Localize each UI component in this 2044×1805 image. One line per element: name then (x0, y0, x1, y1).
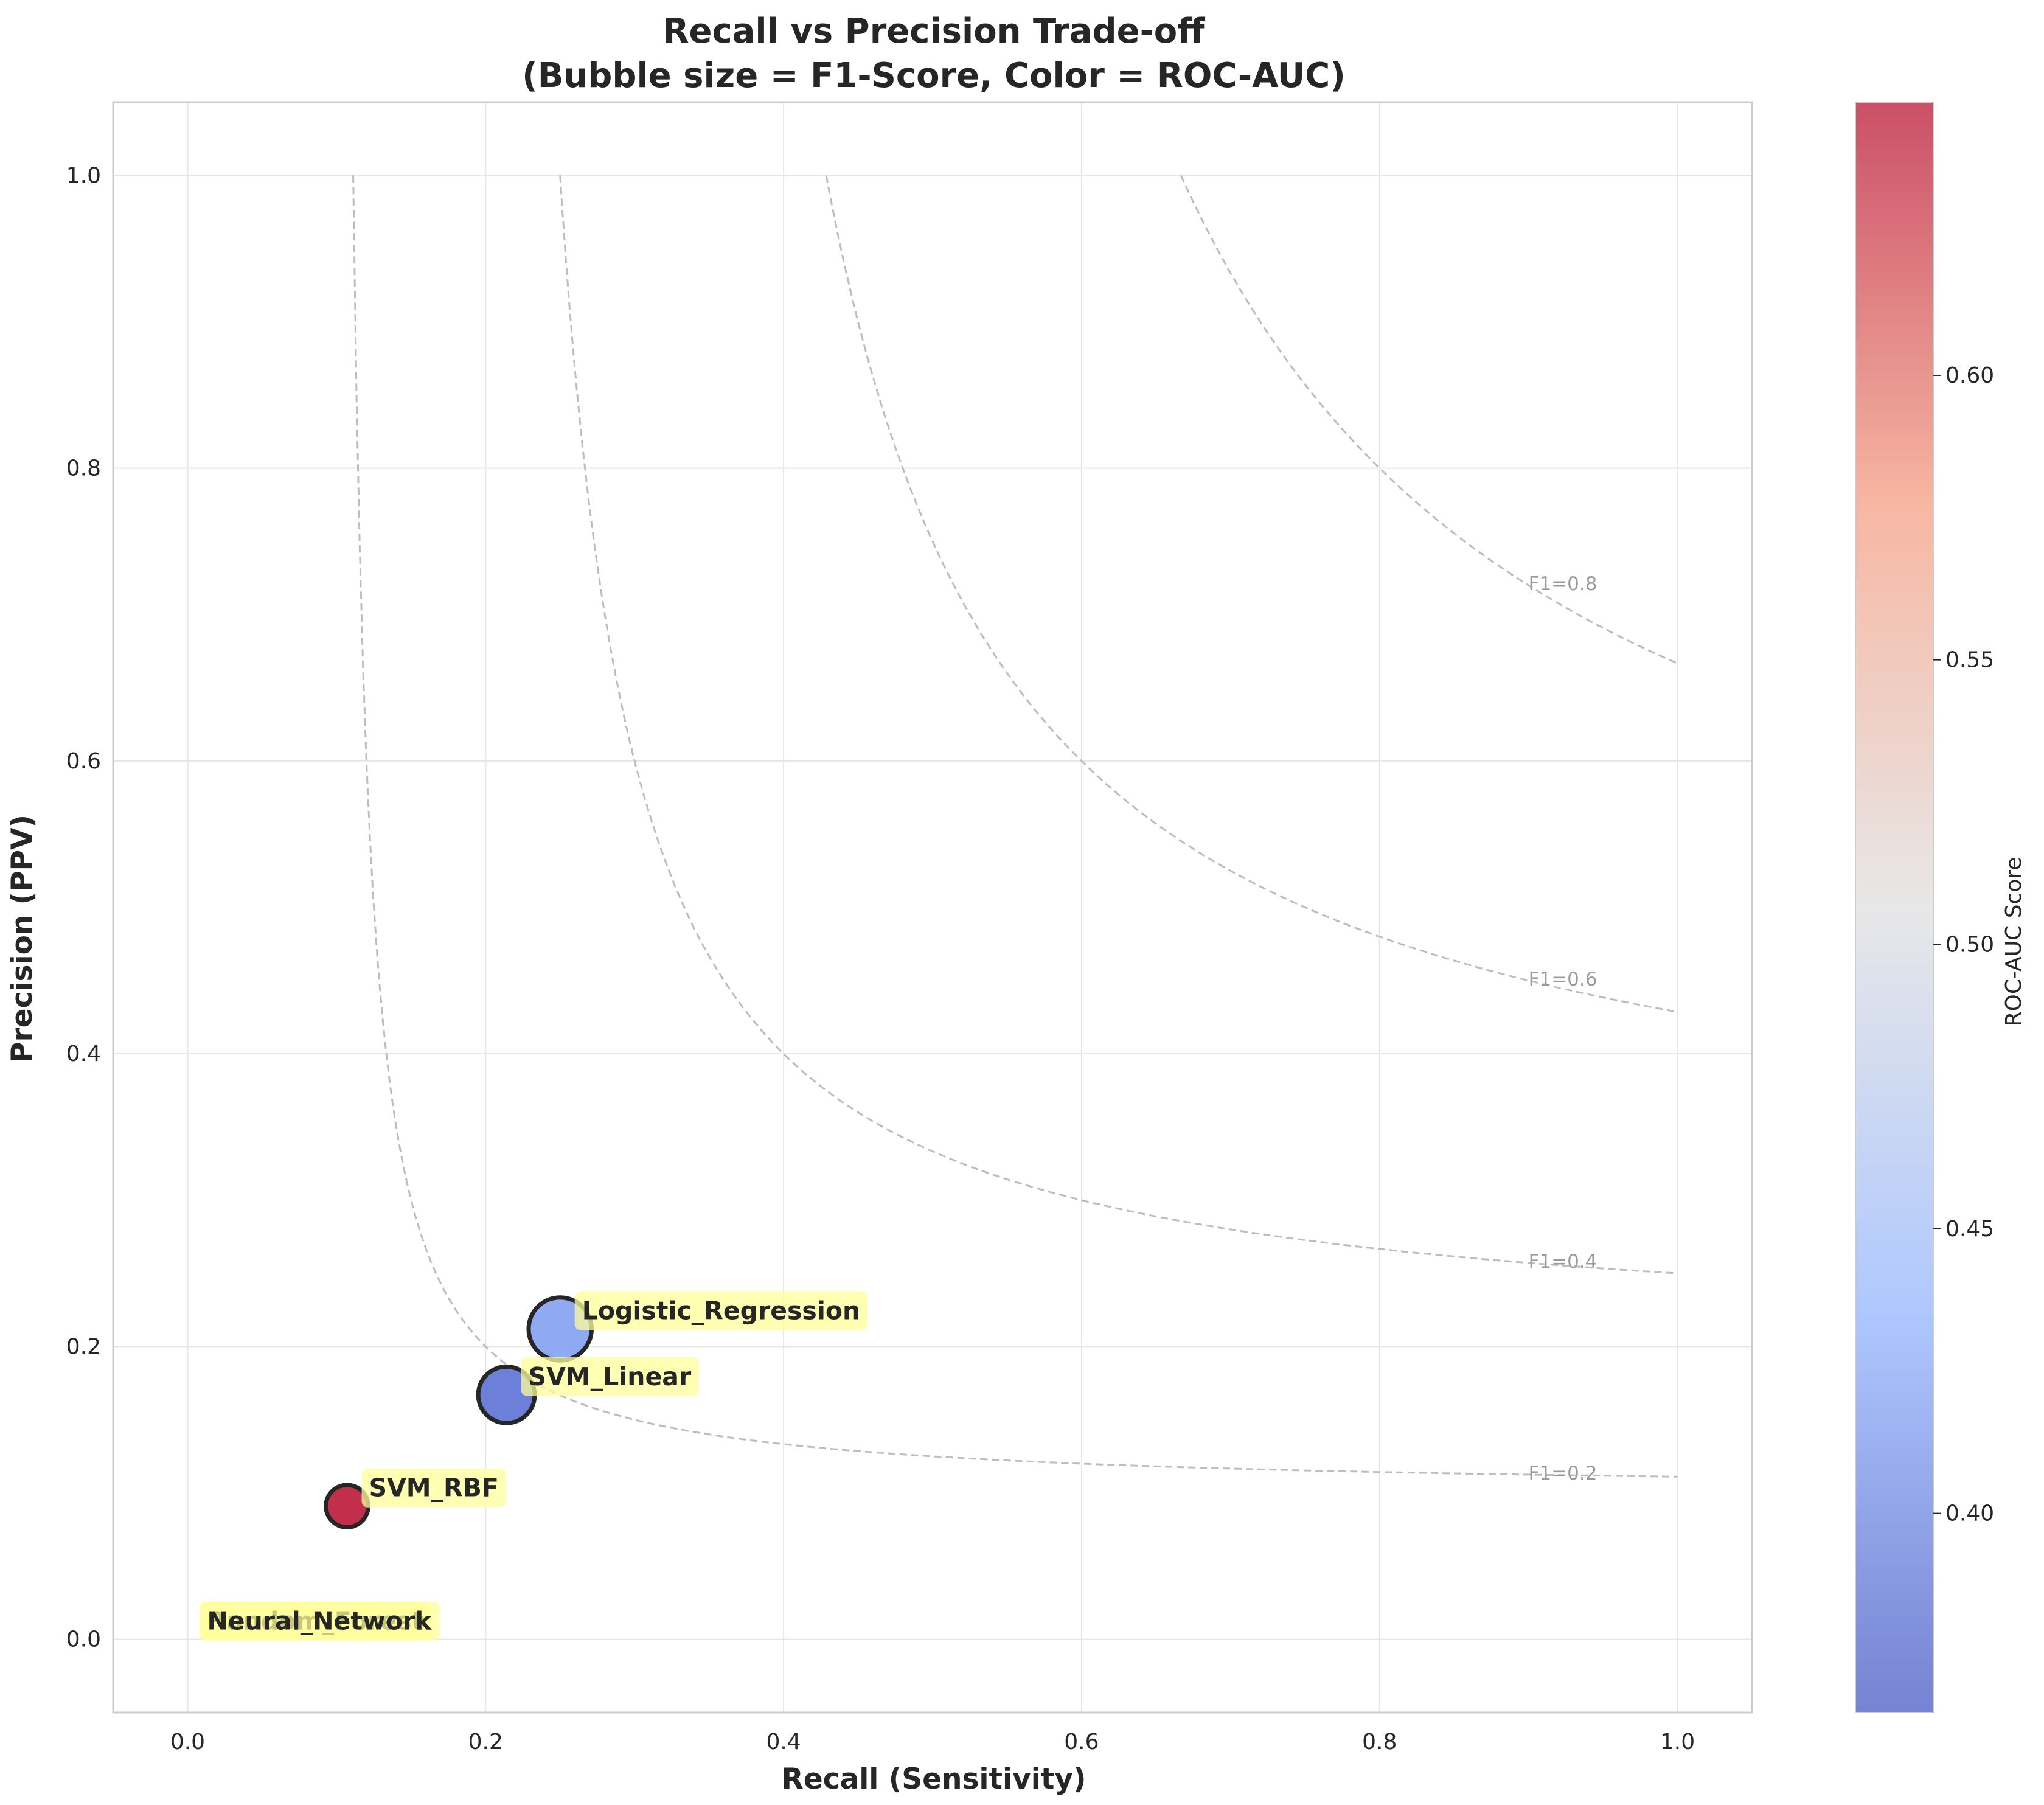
x-tick-label: 1.0 (1660, 1730, 1695, 1755)
y-tick-label: 0.4 (66, 1042, 101, 1066)
iso-f1-curve (352, 175, 1678, 1478)
colorbar-tick-label: 0.60 (1945, 363, 1994, 388)
y-axis-label: Precision (PPV) (5, 815, 39, 1063)
iso-f1-curve (1180, 175, 1678, 664)
iso-f1-label: F1=0.2 (1529, 1462, 1597, 1484)
point-label: SVM_RBF (369, 1473, 499, 1503)
colorbar-label: ROC-AUC Score (2001, 857, 2026, 1026)
iso-f1-label: F1=0.4 (1529, 1251, 1597, 1273)
plot-background (113, 102, 1752, 1713)
colorbar-tick-label: 0.45 (1945, 1217, 1994, 1242)
x-tick-label: 0.6 (1064, 1730, 1099, 1755)
chart-title-line2: (Bubble size = F1-Score, Color = ROC-AUC… (522, 56, 1346, 96)
x-tick-label: 0.4 (766, 1730, 801, 1755)
x-tick-label: 0.8 (1362, 1730, 1397, 1755)
iso-f1-curve (825, 175, 1678, 1013)
colorbar: 0.40 0.45 0.50 0.55 0.60 (1855, 102, 1994, 1713)
colorbar-tick-label: 0.50 (1945, 932, 1994, 957)
point-label-group: SVM_Linear (521, 1357, 699, 1396)
point-label: Neural_Network (207, 1607, 433, 1636)
point-label: SVM_Linear (529, 1362, 692, 1391)
iso-f1-label: F1=0.8 (1529, 573, 1597, 595)
iso-f1-label: F1=0.6 (1529, 969, 1597, 990)
y-tick-label: 0.6 (66, 749, 101, 774)
x-axis-label: Recall (Sensitivity) (782, 1762, 1086, 1796)
point-label-box (361, 1468, 506, 1508)
plot-frame (112, 101, 1753, 1714)
point-label-group: Neural_Network (200, 1601, 440, 1641)
y-tick-label: 0.2 (66, 1334, 101, 1359)
point-label-group: Logistic_Regression (574, 1291, 868, 1330)
colorbar-tick-label: 0.55 (1945, 648, 1994, 673)
colorbar-tick-label: 0.40 (1945, 1501, 1994, 1526)
chart-title-line1: Recall vs Precision Trade-off (662, 12, 1205, 51)
plot-area: 0.0 0.2 0.4 0.6 0.8 1.0 0.0 0.2 0.4 0.6 0.8 1.0 F1=0… (66, 101, 1753, 1755)
y-tick-label: 0.0 (66, 1627, 101, 1652)
iso-f1-curve (559, 175, 1678, 1275)
x-tick-label: 0.0 (170, 1730, 205, 1755)
y-tick-label: 0.8 (66, 456, 101, 481)
x-tick-label: 0.2 (468, 1730, 503, 1755)
point-label-box (521, 1357, 699, 1396)
point-label-box (574, 1291, 868, 1330)
colorbar-bar (1855, 102, 1934, 1713)
point-label: Logistic_Regression (582, 1296, 861, 1326)
y-tick-label: 1.0 (66, 163, 101, 188)
point-label-box (200, 1601, 440, 1641)
point-label-group: SVM_RBF (361, 1468, 506, 1508)
